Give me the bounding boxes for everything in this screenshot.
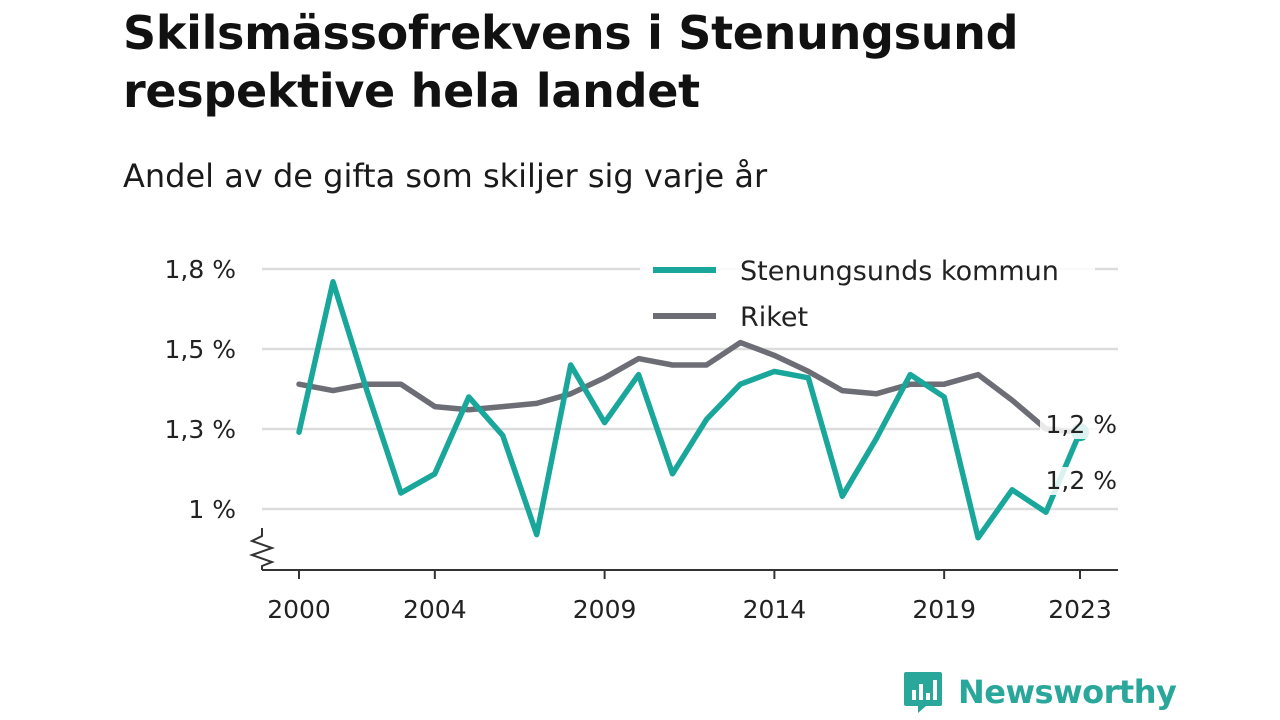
y-tick-label: 1,3 %	[165, 415, 236, 444]
y-tick-label: 1,5 %	[165, 335, 236, 364]
legend: Stenungsunds kommun Riket	[640, 248, 1095, 340]
end-label-background	[1040, 467, 1120, 495]
series-line-riket	[296, 339, 1083, 435]
brand-name: Newsworthy	[958, 673, 1177, 711]
y-axis-break	[248, 528, 276, 570]
legend-label: Riket	[740, 302, 808, 333]
newsworthy-logo-icon	[904, 672, 942, 713]
series-line-stenungsund	[296, 279, 1083, 541]
axes: 1 % 1,3 % 1,5 % 1,8 % 2000 2004 2009 2014 2019 20…	[165, 255, 1118, 624]
x-tick-label: 2023	[1048, 595, 1112, 624]
legend-background	[640, 248, 1095, 340]
x-tick-label: 2009	[573, 595, 637, 624]
x-tick-label: 2019	[912, 595, 976, 624]
x-tick-label: 2000	[267, 595, 331, 624]
y-tick-label: 1,8 %	[165, 255, 236, 284]
chart-title: Skilsmässofrekvens i Stenungsund respekt…	[123, 6, 1019, 118]
x-tick-label: 2014	[743, 595, 807, 624]
brand-logo: Newsworthy	[902, 670, 1177, 714]
end-labels: 1,2 % 1,2 %	[1040, 410, 1120, 495]
x-tick-label: 2004	[403, 595, 467, 624]
y-tick-label: 1 %	[188, 495, 236, 524]
chart-subtitle: Andel av de gifta som skiljer sig varje …	[123, 157, 768, 195]
end-label: 1,2 %	[1046, 466, 1117, 495]
end-label: 1,2 %	[1046, 410, 1117, 439]
end-label-background	[1040, 411, 1120, 439]
legend-label: Stenungsunds kommun	[740, 256, 1059, 287]
